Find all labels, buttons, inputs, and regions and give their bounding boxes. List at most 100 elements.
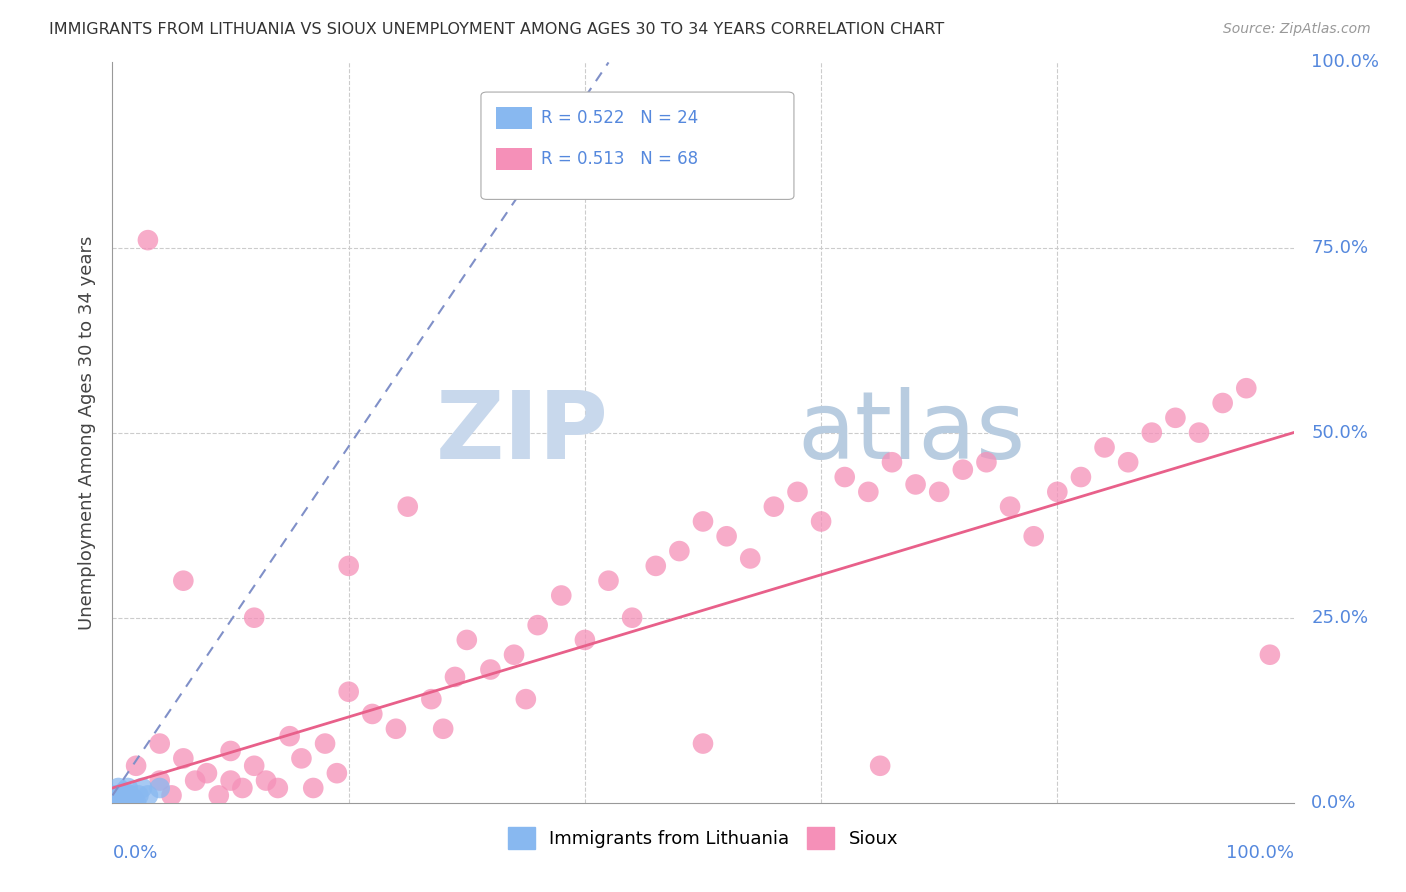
Point bbox=[574, 632, 596, 647]
Text: atlas: atlas bbox=[797, 386, 1026, 479]
Point bbox=[110, 789, 132, 803]
Text: R = 0.522   N = 24: R = 0.522 N = 24 bbox=[541, 109, 699, 127]
Text: 100.0%: 100.0% bbox=[1312, 54, 1379, 71]
Text: ZIP: ZIP bbox=[436, 386, 609, 479]
Point bbox=[149, 780, 172, 795]
FancyBboxPatch shape bbox=[496, 147, 531, 169]
Point bbox=[834, 470, 856, 484]
Point bbox=[114, 789, 136, 803]
Point bbox=[184, 773, 207, 788]
Point bbox=[1116, 455, 1139, 469]
Point bbox=[195, 766, 218, 780]
FancyBboxPatch shape bbox=[496, 107, 531, 129]
Point bbox=[740, 551, 762, 566]
Point bbox=[243, 610, 266, 624]
Point bbox=[1188, 425, 1211, 440]
Point bbox=[108, 792, 131, 806]
Text: 25.0%: 25.0% bbox=[1312, 608, 1368, 627]
Point bbox=[1140, 425, 1163, 440]
Point bbox=[716, 529, 738, 543]
Point bbox=[219, 773, 242, 788]
Point bbox=[290, 751, 312, 765]
Point bbox=[160, 789, 183, 803]
Point bbox=[231, 780, 253, 795]
Text: 0.0%: 0.0% bbox=[112, 844, 157, 862]
Point bbox=[136, 789, 159, 803]
Point bbox=[117, 780, 139, 795]
Point bbox=[314, 737, 336, 751]
Point bbox=[125, 758, 148, 772]
Point bbox=[149, 773, 172, 788]
Point bbox=[692, 737, 714, 751]
Point bbox=[503, 648, 526, 662]
Point bbox=[1212, 396, 1234, 410]
Point bbox=[385, 722, 408, 736]
Point bbox=[254, 773, 277, 788]
Point bbox=[1234, 381, 1257, 395]
Point bbox=[267, 780, 290, 795]
Point bbox=[1046, 484, 1069, 499]
Point bbox=[479, 663, 502, 677]
Point bbox=[120, 796, 142, 810]
Point bbox=[111, 796, 134, 810]
Legend: Immigrants from Lithuania, Sioux: Immigrants from Lithuania, Sioux bbox=[501, 821, 905, 856]
FancyBboxPatch shape bbox=[481, 92, 794, 200]
Y-axis label: Unemployment Among Ages 30 to 34 years: Unemployment Among Ages 30 to 34 years bbox=[77, 235, 96, 630]
Point bbox=[127, 789, 149, 803]
Point bbox=[136, 233, 159, 247]
Point bbox=[101, 789, 124, 803]
Point bbox=[105, 792, 128, 806]
Point bbox=[131, 780, 153, 795]
Point bbox=[278, 729, 301, 743]
Point bbox=[550, 589, 572, 603]
Point bbox=[172, 751, 194, 765]
Point bbox=[125, 796, 148, 810]
Point bbox=[112, 789, 135, 803]
Point bbox=[105, 789, 128, 803]
Point bbox=[326, 766, 349, 780]
Point bbox=[644, 558, 666, 573]
Point bbox=[112, 796, 135, 810]
Point bbox=[786, 484, 808, 499]
Point bbox=[219, 744, 242, 758]
Point bbox=[115, 792, 138, 806]
Point bbox=[692, 515, 714, 529]
Point bbox=[858, 484, 880, 499]
Point bbox=[1070, 470, 1092, 484]
Point bbox=[120, 789, 142, 803]
Point bbox=[526, 618, 548, 632]
Point bbox=[869, 758, 891, 772]
Point bbox=[810, 515, 832, 529]
Point bbox=[880, 455, 903, 469]
Point bbox=[904, 477, 927, 491]
Point bbox=[122, 792, 145, 806]
Point bbox=[208, 789, 231, 803]
Point bbox=[420, 692, 443, 706]
Point bbox=[104, 796, 127, 810]
Point bbox=[149, 737, 172, 751]
Point bbox=[172, 574, 194, 588]
Point bbox=[444, 670, 467, 684]
Text: 100.0%: 100.0% bbox=[1226, 844, 1294, 862]
Text: 0.0%: 0.0% bbox=[1312, 794, 1357, 812]
Point bbox=[515, 692, 537, 706]
Point bbox=[396, 500, 419, 514]
Point bbox=[456, 632, 478, 647]
Text: IMMIGRANTS FROM LITHUANIA VS SIOUX UNEMPLOYMENT AMONG AGES 30 TO 34 YEARS CORREL: IMMIGRANTS FROM LITHUANIA VS SIOUX UNEMP… bbox=[49, 22, 945, 37]
Point bbox=[112, 785, 135, 799]
Point bbox=[928, 484, 950, 499]
Point bbox=[762, 500, 785, 514]
Point bbox=[101, 796, 124, 810]
Point bbox=[668, 544, 690, 558]
Point bbox=[302, 780, 325, 795]
Point bbox=[337, 558, 360, 573]
Point bbox=[952, 462, 974, 476]
Point bbox=[1094, 441, 1116, 455]
Point bbox=[998, 500, 1021, 514]
Point bbox=[598, 574, 620, 588]
Point bbox=[337, 685, 360, 699]
Point bbox=[1164, 410, 1187, 425]
Text: R = 0.513   N = 68: R = 0.513 N = 68 bbox=[541, 150, 699, 168]
Point bbox=[1022, 529, 1045, 543]
Point bbox=[361, 706, 384, 721]
